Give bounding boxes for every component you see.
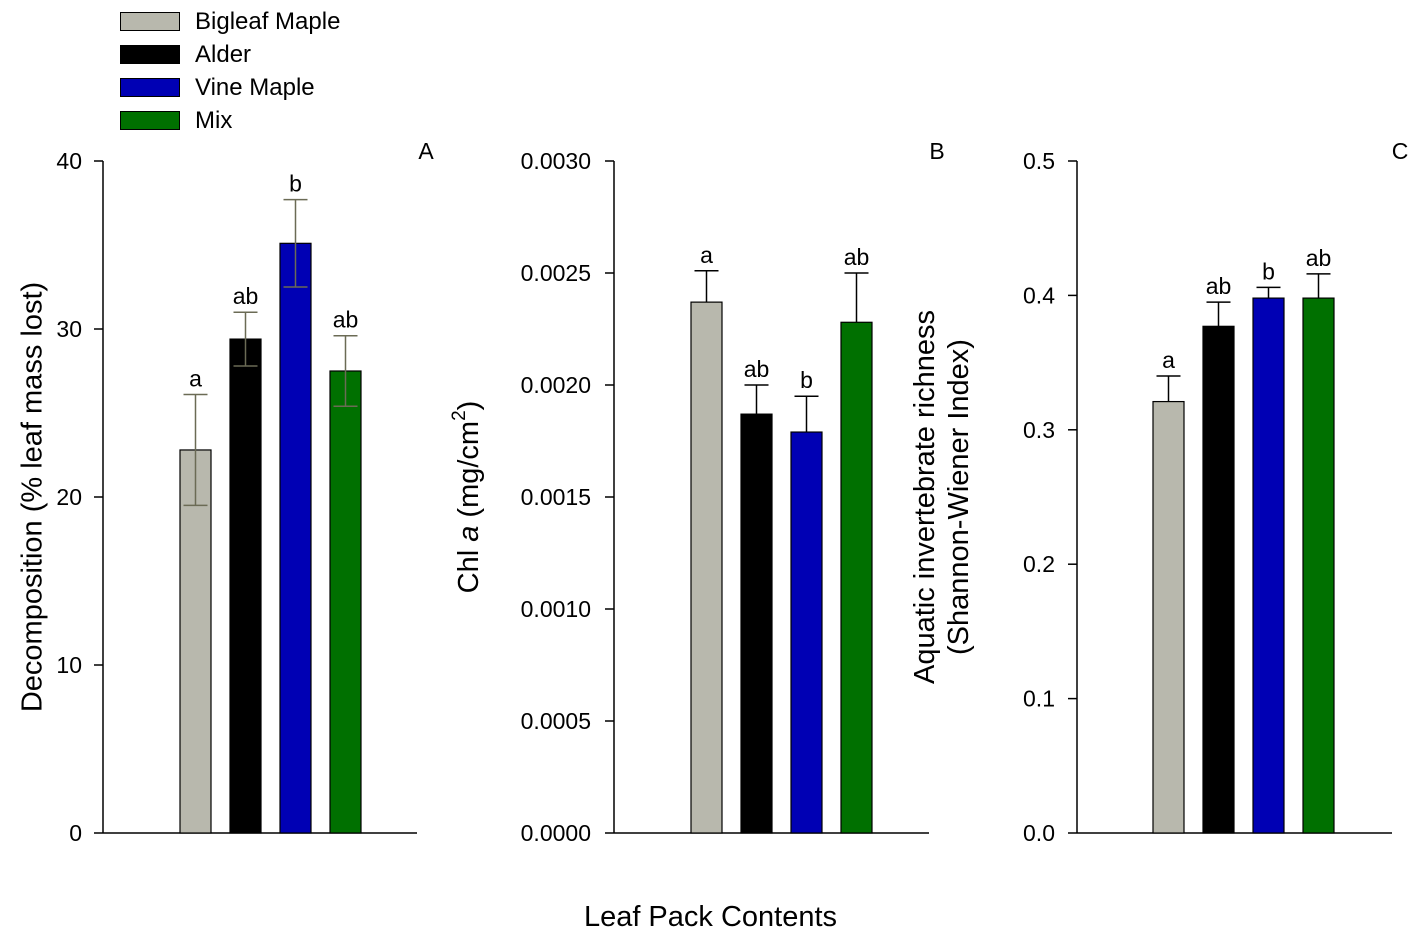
panel-c-y-tick-label: 0.4: [1023, 282, 1055, 308]
panel-b-bar-vine-maple: [790, 431, 823, 834]
panel-c-y-axis-label-line: (Shannon-Wiener Index): [943, 339, 975, 655]
panel-b-bar-mix: [840, 321, 873, 834]
panel-a-significance-letter-bigleaf-maple: a: [189, 366, 202, 392]
legend-swatch-bigleaf-maple: [120, 12, 180, 31]
panel-c-bar-mix: [1302, 297, 1335, 834]
panel-c-y-tick-label: 0.3: [1023, 417, 1055, 443]
panel-c-label: C: [1392, 138, 1409, 164]
legend-swatch-alder: [120, 45, 180, 64]
panel-b: 0.0000 0.0005 0.0010 0.0015 0.0020 0.0025 0.00…: [449, 138, 945, 846]
panel-c-bar-bigleaf-maple: [1152, 400, 1185, 834]
panel-b-y-tick-label: 0.0015: [521, 484, 591, 510]
panel-c-significance-letter-bigleaf-maple: a: [1162, 347, 1175, 373]
panel-a-y-tick-label: 20: [56, 484, 82, 510]
panel-a-significance-letter-vine-maple: b: [289, 171, 302, 197]
panel-b-y-axis-label-part: a: [453, 526, 485, 542]
panel-c-y-tick-label: 0.5: [1023, 148, 1055, 174]
panel-a-y-tick-label: 0: [69, 820, 82, 846]
panel-c-significance-letter-mix: ab: [1306, 245, 1332, 271]
legend-label-vine-maple: Vine Maple: [195, 74, 315, 101]
panel-c-y-axis-label-line: Aquatic invertebrate richness: [909, 310, 941, 684]
panel-a-y-tick-label: 40: [56, 148, 82, 174]
panel-b-bar-alder: [740, 413, 773, 834]
panel-b-y-axis-label-part: ): [453, 401, 485, 411]
legend-label-mix: Mix: [195, 107, 233, 134]
panel-a-bar-vine-maple: [279, 242, 312, 834]
panel-b-bar-bigleaf-maple: [690, 301, 723, 834]
panel-b-significance-letter-vine-maple: b: [800, 367, 813, 393]
panel-a-bar-mix: [329, 370, 362, 834]
panel-a-significance-letter-mix: ab: [333, 307, 359, 333]
panel-a-y-axis-label: Decomposition (% leaf mass lost): [17, 282, 49, 712]
panel-a-label: A: [418, 138, 434, 164]
panel-b-y-tick-label: 0.0030: [521, 148, 591, 174]
panel-c-significance-letter-vine-maple: b: [1262, 258, 1275, 284]
panel-b-label: B: [929, 138, 944, 164]
panel-b-y-tick-label: 0.0010: [521, 596, 591, 622]
legend-label-bigleaf-maple: Bigleaf Maple: [195, 8, 341, 35]
panel-c-bar-vine-maple: [1252, 297, 1285, 834]
panel-a-bar-bigleaf-maple: [179, 449, 212, 834]
panel-b-significance-letter-bigleaf-maple: a: [700, 242, 713, 268]
x-axis-label: Leaf Pack Contents: [583, 901, 838, 933]
panel-b-y-axis-label: Chl a (mg/cm2): [449, 401, 485, 594]
panel-c-y-tick-label: 0.1: [1023, 686, 1055, 712]
panel-b-significance-letter-mix: ab: [844, 244, 870, 270]
panel-b-y-tick-label: 0.0005: [521, 708, 591, 734]
panel-a-y-tick-label: 10: [56, 652, 82, 678]
panel-b-y-tick-label: 0.0020: [521, 372, 591, 398]
panel-a-significance-letter-alder: ab: [233, 283, 259, 309]
panel-c-y-axis-label: Aquatic invertebrate richness(Shannon-Wi…: [909, 310, 975, 684]
panel-a: 0 10 20 30 40 a ab b ab A Decomposition (% leaf ma…: [17, 138, 435, 846]
panel-a-y-tick-label: 30: [56, 316, 82, 342]
panel-b-y-tick-label: 0.0025: [521, 260, 591, 286]
panel-b-y-axis-label-part: Chl: [453, 542, 485, 594]
panel-c: 0.0 0.1 0.2 0.3 0.4 0.5 a ab b ab C Aquatic inverte…: [909, 138, 1408, 846]
panel-c-y-tick-label: 0.0: [1023, 820, 1055, 846]
legend-swatch-mix: [120, 111, 180, 130]
panel-b-significance-letter-alder: ab: [744, 356, 770, 382]
panel-b-y-tick-label: 0.0000: [521, 820, 591, 846]
panel-a-bar-alder: [229, 338, 262, 834]
panel-b-y-axis-label-part: (mg/cm: [453, 421, 485, 526]
legend-label-alder: Alder: [195, 41, 252, 68]
legend-swatch-vine-maple: [120, 78, 180, 97]
panel-c-bar-alder: [1202, 325, 1235, 834]
panel-b-y-axis-label-part: 2: [449, 410, 470, 421]
panel-c-y-tick-label: 0.2: [1023, 551, 1055, 577]
panel-c-significance-letter-alder: ab: [1206, 273, 1232, 299]
